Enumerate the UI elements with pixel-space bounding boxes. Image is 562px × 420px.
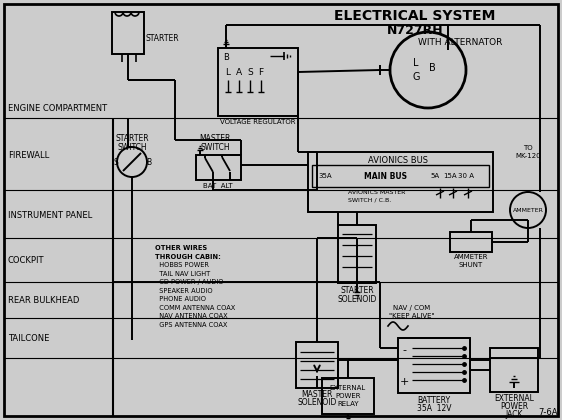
Text: 7-6A: 7-6A [538,407,558,417]
Text: COCKPIT: COCKPIT [8,255,44,265]
Text: FIREWALL: FIREWALL [8,150,49,160]
Text: EXTERNAL: EXTERNAL [494,394,534,402]
Text: COMM ANTENNA COAX: COMM ANTENNA COAX [155,304,235,310]
Text: GPS ANTENNA COAX: GPS ANTENNA COAX [155,321,228,328]
Text: STARTER: STARTER [145,34,179,42]
Text: AVIONICS MASTER: AVIONICS MASTER [348,189,405,194]
Text: BATTERY: BATTERY [418,396,451,404]
Text: WITH ALTERNATOR: WITH ALTERNATOR [418,37,502,47]
Text: N727RH: N727RH [387,24,443,37]
Text: +: + [400,377,409,387]
Text: NAV / COM: NAV / COM [393,305,430,311]
Text: S: S [114,158,118,166]
Text: NAV ANTENNA COAX: NAV ANTENNA COAX [155,313,228,319]
Text: BAT  ALT: BAT ALT [203,183,233,189]
Text: -: - [402,345,406,355]
Text: ELECTRICAL SYSTEM: ELECTRICAL SYSTEM [334,9,496,23]
Text: SOLENOID: SOLENOID [337,294,377,304]
Text: POWER: POWER [500,402,528,410]
Bar [196,155,241,180]
Bar [490,348,538,392]
Text: POWER: POWER [336,393,361,399]
Text: AMMETER: AMMETER [454,254,488,260]
Text: TAILCONE: TAILCONE [8,333,49,342]
Text: F: F [259,68,264,76]
Text: L: L [225,68,230,76]
Text: STARTER: STARTER [115,134,149,142]
Bar [112,12,144,54]
Bar [218,48,298,116]
Text: JACK: JACK [505,410,523,418]
Bar [296,342,338,388]
Text: ENGINE COMPARTMENT: ENGINE COMPARTMENT [8,103,107,113]
Text: VOLTAGE REGULATOR: VOLTAGE REGULATOR [220,119,296,125]
Text: STARTER: STARTER [340,286,374,294]
Bar [338,225,376,283]
Bar [450,232,492,252]
Text: SHUNT: SHUNT [459,262,483,268]
Text: 35A  12V: 35A 12V [417,404,451,412]
Text: AMMETER: AMMETER [513,207,543,213]
Text: G: G [413,72,420,82]
Text: SWITCH: SWITCH [117,142,147,152]
Text: B: B [429,63,436,73]
Text: S: S [247,68,253,76]
Text: SPEAKER AUDIO: SPEAKER AUDIO [155,288,212,294]
Text: SWITCH / C.B.: SWITCH / C.B. [348,197,391,202]
Text: HOBBS POWER: HOBBS POWER [155,262,209,268]
Text: THROUGH CABIN:: THROUGH CABIN: [155,254,221,260]
Text: REAR BULKHEAD: REAR BULKHEAD [8,296,79,304]
Text: L: L [413,58,419,68]
Text: MASTER: MASTER [200,134,230,142]
Bar [398,338,470,393]
Text: RELAY: RELAY [337,401,359,407]
Text: 5A: 5A [430,173,439,179]
Bar [308,152,493,212]
Text: 15A: 15A [443,173,457,179]
Text: MAIN BUS: MAIN BUS [364,171,406,181]
Text: "KEEP ALIVE": "KEEP ALIVE" [389,313,435,319]
Text: TO: TO [523,145,533,151]
Text: 30 A: 30 A [458,173,474,179]
Text: B: B [146,158,151,166]
Text: A: A [236,68,242,76]
Bar [322,378,374,414]
Text: SOLENOID: SOLENOID [297,397,337,407]
Text: CD POWER / AUDIO: CD POWER / AUDIO [155,279,224,285]
Text: B: B [223,52,229,61]
Text: TAIL NAV LIGHT: TAIL NAV LIGHT [155,270,210,276]
Text: EXTERNAL: EXTERNAL [330,385,366,391]
Text: INSTRUMENT PANEL: INSTRUMENT PANEL [8,210,92,220]
Text: 35A: 35A [318,173,332,179]
Text: OTHER WIRES: OTHER WIRES [155,245,207,251]
Text: AVIONICS BUS: AVIONICS BUS [368,155,428,165]
Text: MASTER: MASTER [301,389,333,399]
Text: PHONE AUDIO: PHONE AUDIO [155,296,206,302]
Text: MK-120: MK-120 [515,153,541,159]
Bar [312,165,489,187]
Text: SWITCH: SWITCH [200,142,230,152]
